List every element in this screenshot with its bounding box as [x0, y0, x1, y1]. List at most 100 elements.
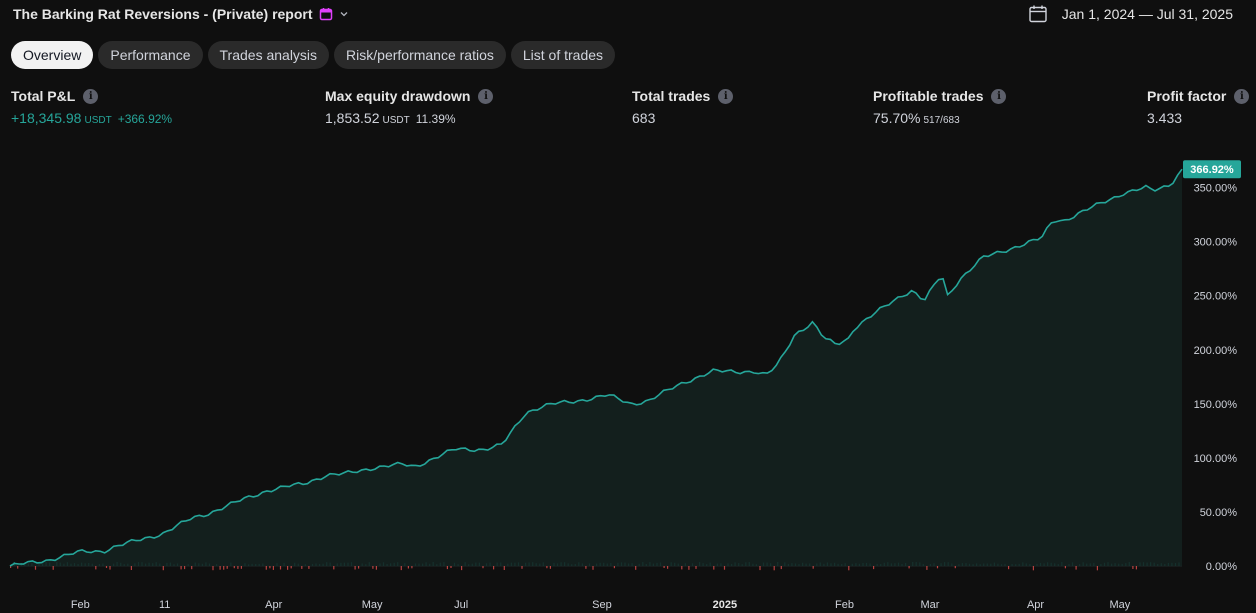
y-tick-label: 0.00% — [1206, 561, 1237, 573]
trade-bar-loss — [954, 566, 956, 569]
y-tick-label: 50.00% — [1200, 507, 1238, 519]
trade-bar-loss — [873, 566, 875, 570]
equity-chart[interactable]: 0.00% 50.00% 100.00% 150.00% 200.00% 250.00% 3… — [0, 150, 1256, 613]
trade-bar-loss — [95, 566, 97, 570]
tab-trades-analysis[interactable]: Trades analysis — [207, 41, 330, 69]
last-value-badge — [1183, 160, 1241, 179]
x-tick-label: Apr — [1027, 599, 1044, 611]
max-drawdown-percent: 11.39% — [415, 112, 456, 126]
trade-bar-loss — [482, 566, 484, 569]
x-tick-label: Sep — [592, 599, 612, 611]
trade-bar-loss — [162, 566, 164, 571]
trade-bar-loss — [109, 566, 111, 570]
total-pnl-value: +18,345.98 — [11, 110, 82, 126]
tab-overview[interactable]: Overview — [11, 41, 94, 69]
metric-total-pnl: Total P&L i +18,345.98 USDT +366.92% — [11, 88, 172, 126]
trade-bar-loss — [695, 566, 697, 569]
total-trades-value: 683 — [632, 110, 656, 126]
metric-label: Profitable trades — [873, 88, 984, 104]
trade-bar-loss — [713, 566, 715, 570]
trade-bar-loss — [446, 566, 448, 570]
metric-label: Total trades — [632, 88, 711, 104]
trade-bar-loss — [290, 566, 292, 569]
trade-bar-loss — [407, 566, 409, 569]
equity-line — [9, 168, 1183, 567]
trade-bar-loss — [375, 566, 377, 570]
trade-bar-loss — [1135, 566, 1137, 570]
trade-bar-loss — [936, 566, 939, 569]
trade-bar-loss — [10, 566, 12, 568]
metric-profit-factor: Profit factor i 3.433 — [1147, 88, 1250, 126]
trade-bar-loss — [279, 566, 282, 570]
x-tick-label: 2025 — [713, 599, 737, 611]
y-tick-label: 250.00% — [1194, 291, 1238, 303]
trade-bar-loss — [308, 566, 310, 569]
equity-area — [10, 169, 1182, 566]
tab-list-of-trades[interactable]: List of trades — [510, 41, 616, 69]
metric-max-drawdown: Max equity drawdown i 1,853.52 USDT 11.39% — [325, 88, 494, 126]
trade-bar-loss — [34, 566, 37, 570]
x-tick-label: Mar — [921, 599, 940, 611]
trade-bar-loss — [450, 566, 452, 568]
trade-bar-loss — [400, 566, 402, 571]
trade-bar-loss — [301, 566, 303, 569]
info-icon[interactable]: i — [991, 88, 1007, 104]
trade-bar-loss — [613, 566, 615, 569]
trade-bar-loss — [493, 566, 495, 570]
trade-bar-loss — [219, 566, 221, 570]
x-tick-label: May — [362, 599, 383, 611]
trade-bar-loss — [585, 566, 587, 569]
metric-label: Max equity drawdown — [325, 88, 471, 104]
trade-bar-loss — [688, 566, 690, 570]
trade-bar-loss — [354, 566, 356, 570]
tab-performance[interactable]: Performance — [98, 41, 203, 69]
max-drawdown-value: 1,853.52 — [325, 110, 380, 126]
info-icon[interactable]: i — [1234, 88, 1250, 104]
trade-bar-loss — [773, 566, 775, 571]
tab-risk-performance-ratios[interactable]: Risk/performance ratios — [334, 41, 506, 69]
trade-bar-loss — [1132, 566, 1134, 569]
trade-bar-loss — [180, 566, 182, 570]
date-range-picker[interactable]: Jan 1, 2024 — Jul 31, 2025 — [1028, 4, 1233, 24]
trade-bar-loss — [723, 566, 726, 570]
chevron-down-icon[interactable] — [339, 9, 349, 19]
y-tick-label: 350.00% — [1194, 183, 1238, 195]
info-icon[interactable]: i — [83, 88, 99, 104]
y-tick-label: 100.00% — [1194, 453, 1238, 465]
trade-bar-loss — [269, 566, 271, 569]
trade-bar-loss — [592, 566, 594, 570]
y-tick-label: 150.00% — [1194, 399, 1238, 411]
trade-bar-loss — [549, 566, 551, 569]
trade-bar-loss — [635, 566, 637, 570]
trade-bar-loss — [780, 566, 782, 570]
trade-bar-loss — [358, 566, 360, 569]
trade-bar-loss — [105, 566, 108, 568]
trade-bar-loss — [265, 566, 267, 570]
x-tick-label: Apr — [265, 599, 282, 611]
report-header: The Barking Rat Reversions - (Private) r… — [0, 0, 1256, 30]
trade-bar-loss — [503, 566, 505, 570]
trade-bar-loss — [130, 566, 132, 570]
info-icon[interactable]: i — [718, 88, 734, 104]
x-tick-label: Feb — [835, 599, 854, 611]
total-pnl-percent: +366.92% — [117, 112, 173, 126]
metric-total-trades: Total trades i 683 — [632, 88, 734, 126]
trade-bar-loss — [1032, 566, 1034, 571]
trade-bar-loss — [1064, 566, 1066, 569]
report-title[interactable]: The Barking Rat Reversions - (Private) r… — [13, 6, 349, 22]
trade-bar-loss — [521, 566, 523, 569]
report-title-text: The Barking Rat Reversions - (Private) r… — [13, 6, 313, 22]
trade-bar-loss — [759, 566, 761, 571]
trade-bar-loss — [212, 566, 214, 571]
trade-bar-loss — [663, 566, 665, 568]
calendar-icon[interactable] — [1028, 4, 1048, 24]
info-icon[interactable]: i — [478, 88, 494, 104]
x-tick-label: Jul — [454, 599, 468, 611]
trade-bar-loss — [233, 566, 235, 569]
y-tick-label: 200.00% — [1194, 345, 1238, 357]
metric-profitable-trades: Profitable trades i 75.70% 517/683 — [873, 88, 1007, 126]
trade-bar-loss — [1075, 566, 1077, 570]
calendar-badge-icon — [319, 8, 332, 21]
date-range-text: Jan 1, 2024 — Jul 31, 2025 — [1061, 6, 1233, 22]
profit-factor-value: 3.433 — [1147, 110, 1183, 126]
